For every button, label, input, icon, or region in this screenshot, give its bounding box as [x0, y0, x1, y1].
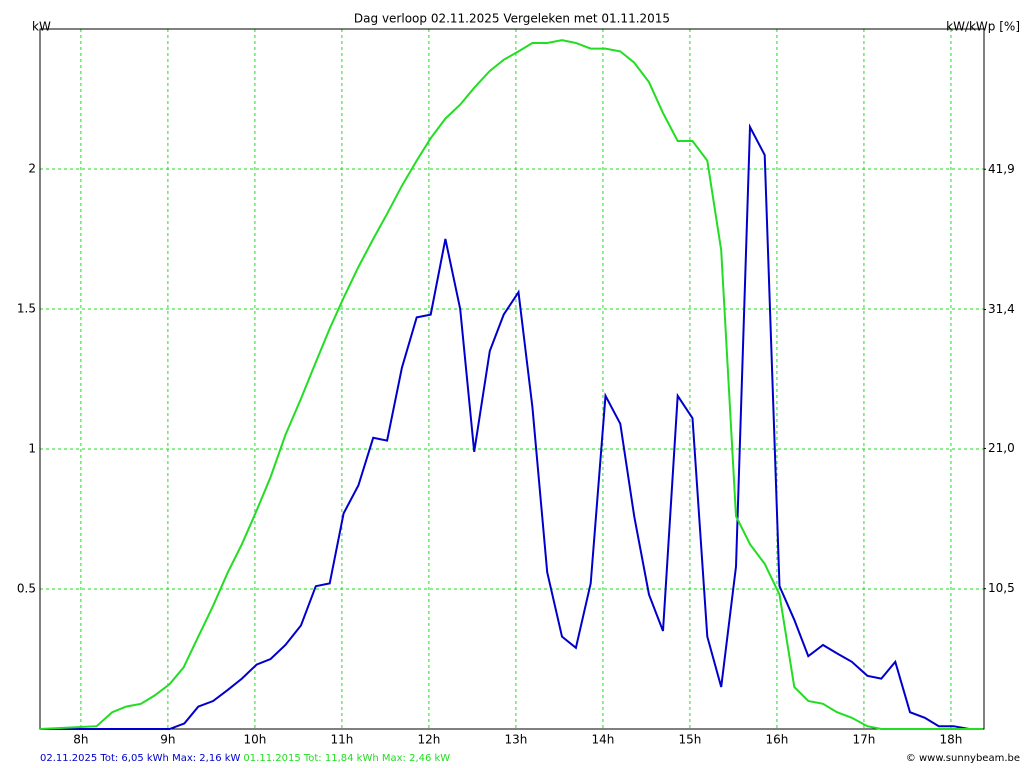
- x-tick-label: 10h: [243, 733, 266, 747]
- y2-tick-label: 10,5: [988, 581, 1015, 595]
- chart-title: Dag verloop 02.11.2025 Vergeleken met 01…: [354, 12, 670, 26]
- y-tick-label: 1.5: [17, 302, 36, 316]
- series-line: [40, 123, 984, 730]
- series-line: [39, 39, 984, 730]
- y2-axis-label: kW/kWp [%]: [946, 20, 1020, 34]
- legend-entry: 02.11.2025 Tot: 6,05 kWh Max: 2,16 kW: [40, 753, 241, 764]
- y2-tick-label: 31,4: [988, 302, 1015, 316]
- x-tick-label: 9h: [160, 733, 175, 747]
- y-tick-label: 1: [28, 442, 36, 456]
- y2-tick-label: 41,9: [988, 162, 1015, 176]
- x-tick-label: 13h: [504, 733, 527, 747]
- x-tick-label: 17h: [852, 733, 875, 747]
- x-tick-label: 15h: [678, 733, 701, 747]
- plot-frame: [39, 28, 985, 730]
- y-tick-label: 0.5: [17, 582, 36, 596]
- x-tick-label: 18h: [940, 733, 963, 747]
- x-tick-label: 16h: [765, 733, 788, 747]
- y2-tick-label: 21,0: [988, 441, 1015, 455]
- x-tick-label: 12h: [417, 733, 440, 747]
- y-tick-label: 2: [28, 162, 36, 176]
- x-tick-label: 11h: [330, 733, 353, 747]
- legend-entry: 01.11.2015 Tot: 11,84 kWh Max: 2,46 kW: [243, 753, 450, 764]
- y-axis-label: kW: [32, 20, 51, 34]
- x-tick-label: 14h: [591, 733, 614, 747]
- credit: © www.sunnybeam.be: [906, 753, 1020, 764]
- x-tick-label: 8h: [73, 733, 88, 747]
